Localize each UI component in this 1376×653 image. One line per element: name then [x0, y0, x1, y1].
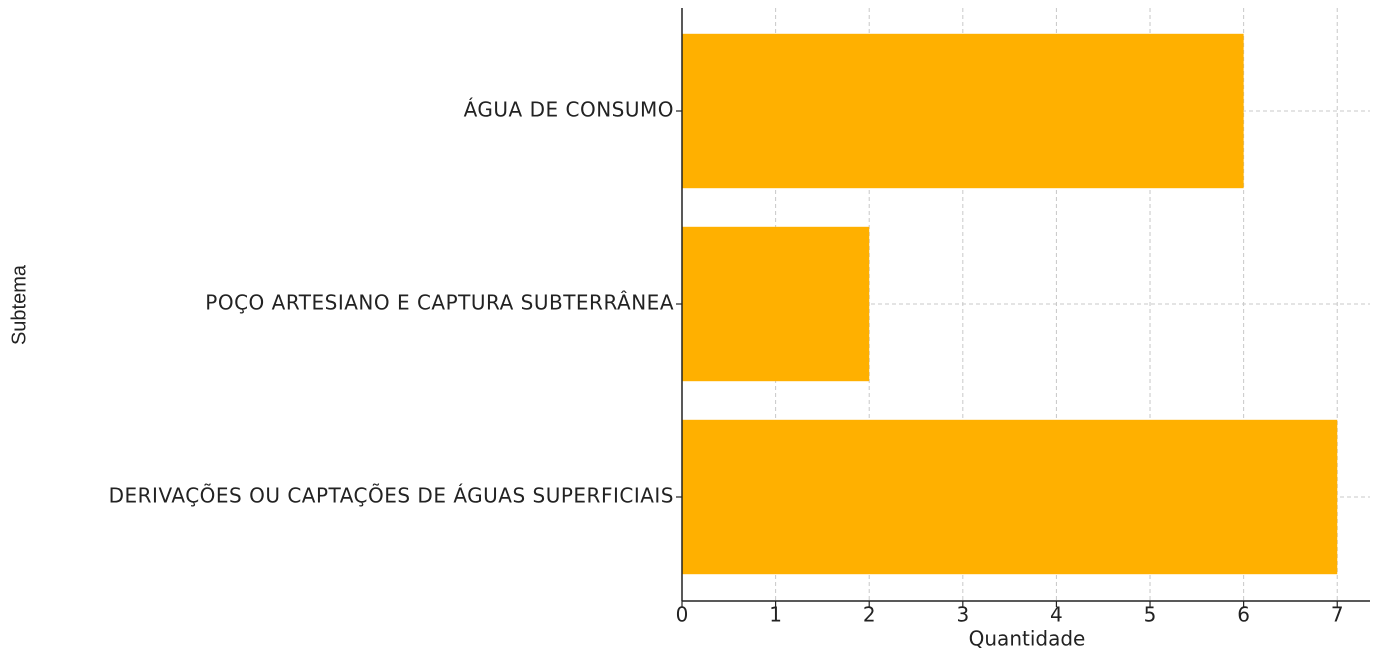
- x-tick-label: 2: [863, 603, 876, 627]
- x-tick-label: 4: [1050, 603, 1063, 627]
- x-tick-label: 6: [1237, 603, 1250, 627]
- bar: [682, 226, 870, 382]
- x-axis-label: Quantidade: [969, 627, 1086, 651]
- x-tick-label: 3: [956, 603, 969, 627]
- bar: [682, 419, 1338, 575]
- y-tick-label: ÁGUA DE CONSUMO: [464, 98, 674, 122]
- x-tick-label: 1: [769, 603, 782, 627]
- y-tick-label: POÇO ARTESIANO E CAPTURA SUBTERRÂNEA: [205, 291, 674, 315]
- bar: [682, 33, 1244, 189]
- y-axis-label: Subtema: [8, 264, 30, 345]
- x-tick-label: 0: [676, 603, 689, 627]
- x-tick-label: 5: [1144, 603, 1157, 627]
- y-tick-label: DERIVAÇÕES OU CAPTAÇÕES DE ÁGUAS SUPERFI…: [109, 484, 674, 508]
- x-tick-label: 7: [1331, 603, 1344, 627]
